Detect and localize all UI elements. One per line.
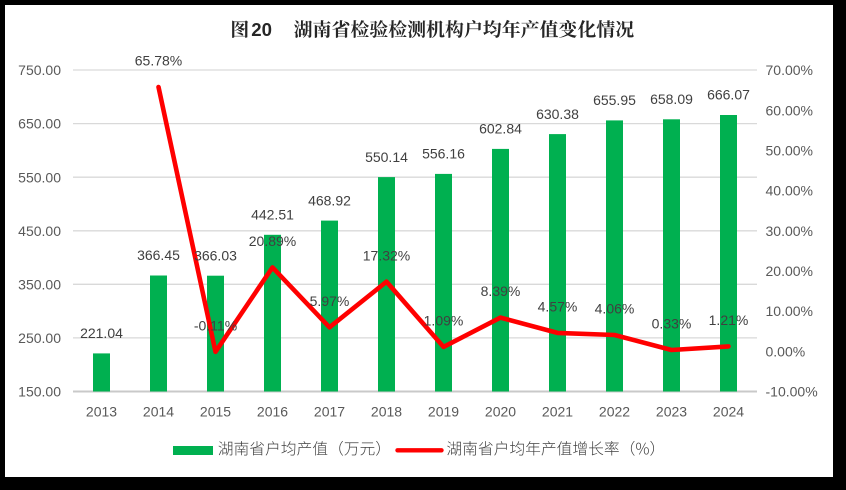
svg-text:2021: 2021	[542, 404, 573, 420]
svg-text:70.00%: 70.00%	[766, 62, 813, 78]
svg-text:4.06%: 4.06%	[595, 301, 635, 317]
svg-text:5.97%: 5.97%	[310, 293, 350, 309]
svg-text:2013: 2013	[86, 404, 117, 420]
svg-text:468.92: 468.92	[308, 192, 351, 208]
svg-text:30.00%: 30.00%	[766, 223, 813, 239]
svg-text:650.00: 650.00	[18, 116, 61, 132]
svg-text:20.89%: 20.89%	[249, 233, 296, 249]
svg-text:150.00: 150.00	[18, 384, 61, 400]
svg-text:2022: 2022	[599, 404, 630, 420]
svg-text:630.38: 630.38	[536, 106, 579, 122]
svg-text:1.21%: 1.21%	[709, 312, 749, 328]
svg-text:250.00: 250.00	[18, 330, 61, 346]
svg-text:8.39%: 8.39%	[481, 283, 521, 299]
svg-text:2020: 2020	[485, 404, 516, 420]
svg-text:20: 20	[251, 19, 272, 40]
svg-text:655.95: 655.95	[593, 92, 636, 108]
svg-text:10.00%: 10.00%	[766, 303, 813, 319]
svg-text:602.84: 602.84	[479, 121, 522, 137]
svg-text:17.32%: 17.32%	[363, 247, 410, 263]
svg-text:550.00: 550.00	[18, 169, 61, 185]
svg-text:2017: 2017	[314, 404, 345, 420]
svg-text:0.00%: 0.00%	[766, 343, 806, 359]
svg-text:2015: 2015	[200, 404, 231, 420]
svg-text:1.09%: 1.09%	[424, 313, 464, 329]
svg-text:2019: 2019	[428, 404, 459, 420]
svg-text:221.04: 221.04	[80, 325, 123, 341]
svg-text:2023: 2023	[656, 404, 687, 420]
svg-text:366.45: 366.45	[137, 247, 180, 263]
svg-text:442.51: 442.51	[251, 207, 294, 223]
svg-text:2018: 2018	[371, 404, 402, 420]
svg-text:550.14: 550.14	[365, 149, 408, 165]
svg-text:366.03: 366.03	[194, 247, 237, 263]
svg-text:556.16: 556.16	[422, 146, 465, 162]
svg-text:20.00%: 20.00%	[766, 263, 813, 279]
svg-text:40.00%: 40.00%	[766, 183, 813, 199]
svg-text:2024: 2024	[713, 404, 744, 420]
svg-text:-0.11%: -0.11%	[194, 317, 237, 333]
svg-text:750.00: 750.00	[18, 62, 61, 78]
svg-text:0.33%: 0.33%	[652, 316, 692, 332]
svg-text:4.57%: 4.57%	[538, 299, 578, 315]
svg-text:-10.00%: -10.00%	[766, 384, 818, 400]
svg-text:2014: 2014	[143, 404, 174, 420]
svg-text:350.00: 350.00	[18, 276, 61, 292]
svg-text:50.00%: 50.00%	[766, 143, 813, 159]
svg-text:2016: 2016	[257, 404, 288, 420]
svg-text:450.00: 450.00	[18, 223, 61, 239]
svg-text:658.09: 658.09	[650, 91, 693, 107]
svg-text:60.00%: 60.00%	[766, 102, 813, 118]
svg-text:65.78%: 65.78%	[135, 53, 182, 69]
svg-text:666.07: 666.07	[707, 87, 750, 103]
